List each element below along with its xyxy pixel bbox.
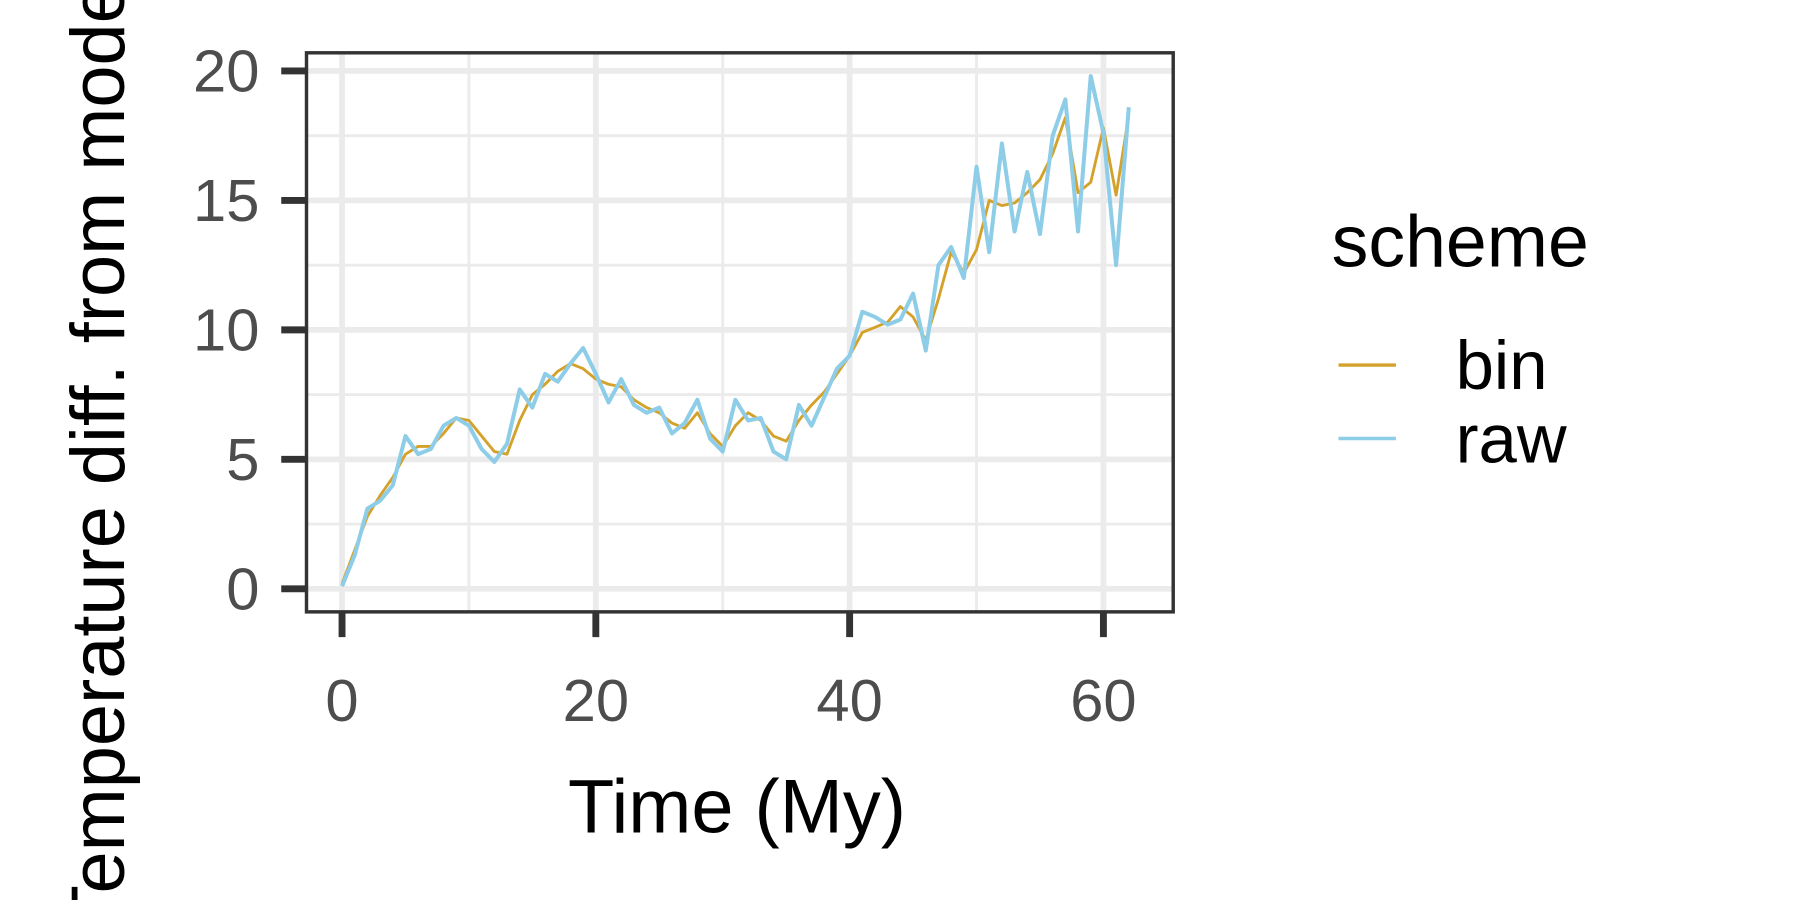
data-line	[340, 74, 1131, 587]
y-tick-label: 10	[193, 297, 259, 364]
legend-label: raw	[1456, 401, 1567, 478]
y-tick-label: 5	[226, 426, 259, 493]
x-tick-label: 60	[1070, 667, 1136, 734]
y-tick-label: 0	[226, 555, 259, 622]
x-tick-label: 40	[816, 667, 882, 734]
data-line	[340, 114, 1131, 585]
legend-title: scheme	[1332, 199, 1589, 282]
y-tick-label: 20	[193, 38, 259, 105]
legend-label: bin	[1456, 327, 1548, 404]
x-tick-label: 0	[325, 667, 358, 734]
y-axis-title: Temperature diff. from modern (°C)	[56, 0, 141, 900]
x-tick-label: 20	[563, 667, 629, 734]
x-axis-title: Time (My)	[568, 764, 906, 849]
y-tick-label: 15	[193, 167, 259, 234]
